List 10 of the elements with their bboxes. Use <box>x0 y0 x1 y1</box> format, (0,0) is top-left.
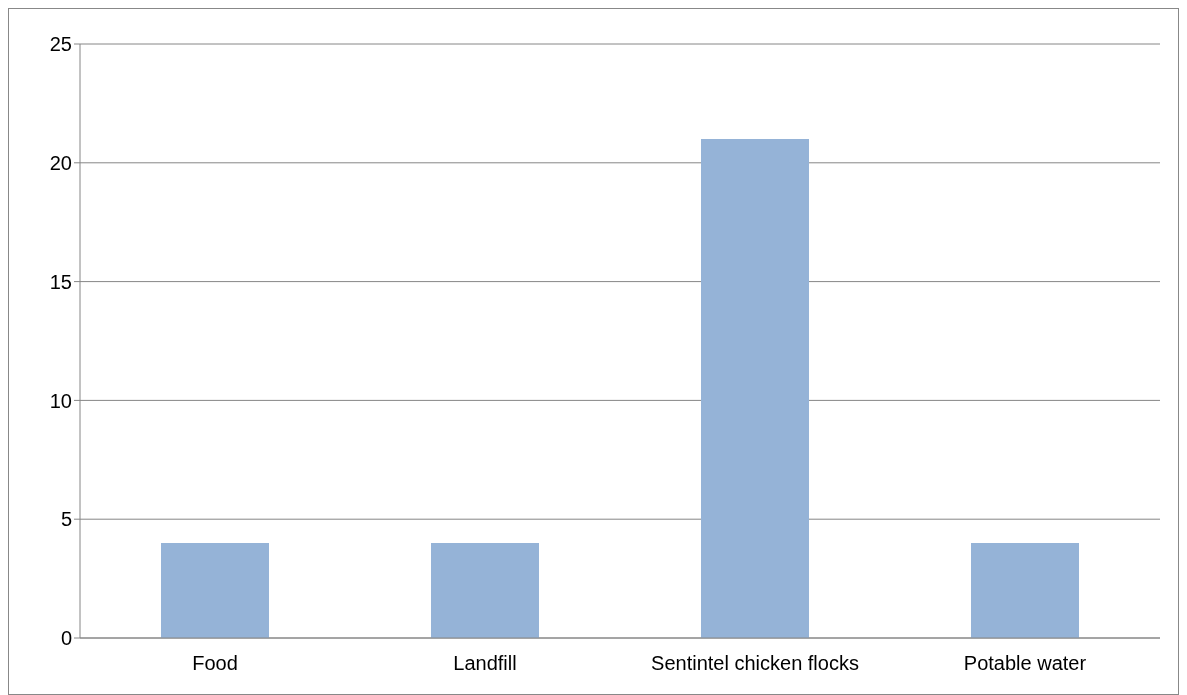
y-tick-label: 5 <box>60 508 72 531</box>
y-tick-label: 20 <box>49 151 72 174</box>
y-tick-label: 15 <box>49 270 72 293</box>
y-tick-label: 25 <box>49 33 72 56</box>
y-tick-label: 10 <box>49 389 72 412</box>
x-tick-label: Landfill <box>453 652 517 675</box>
x-tick-label: Potable water <box>963 652 1087 675</box>
y-tick-label: 0 <box>60 627 72 650</box>
x-tick-label: Food <box>192 652 238 675</box>
x-tick-label: Sentintel chicken flocks <box>651 652 859 675</box>
